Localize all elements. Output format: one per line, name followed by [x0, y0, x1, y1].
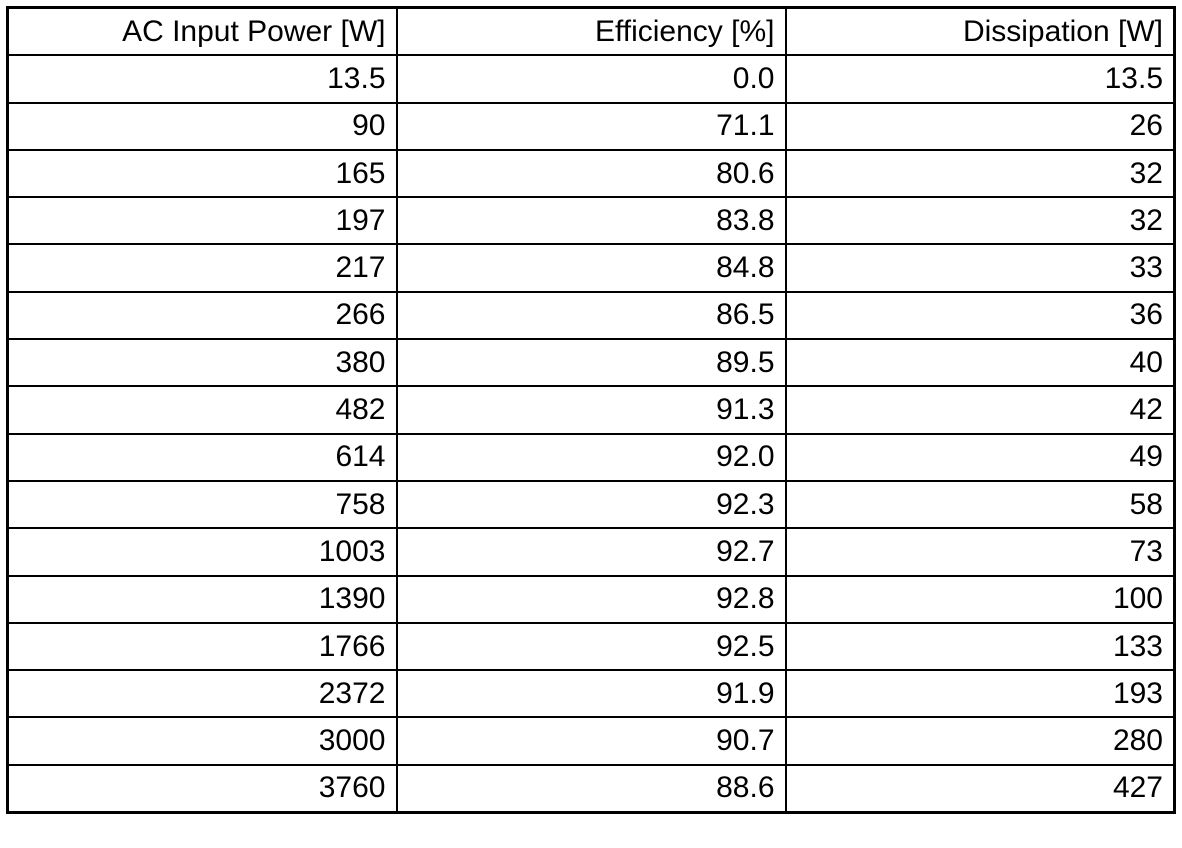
table-cell: 42	[784, 385, 1176, 435]
table-cell: 2372	[6, 669, 398, 719]
table-cell: 758	[6, 479, 398, 530]
table-cell: 3760	[6, 763, 398, 814]
table-cell: 90	[6, 101, 398, 151]
table-row: 217 84.8 33	[6, 243, 1176, 293]
table-cell: 36	[784, 290, 1176, 341]
table-row: 266 86.5 36	[6, 290, 1176, 341]
table-row: 614 92.0 49	[6, 432, 1176, 482]
table-row: 13.5 0.0 13.5	[6, 54, 1176, 104]
table-cell: 33	[784, 243, 1176, 293]
table-cell: 91.9	[395, 669, 787, 719]
table-cell: 83.8	[395, 196, 787, 246]
table-cell: 3000	[6, 716, 398, 766]
table-cell: 92.7	[395, 527, 787, 577]
table-cell: 1766	[6, 621, 398, 672]
table-cell: 13.5	[6, 54, 398, 104]
column-header-efficiency: Efficiency [%]	[395, 6, 787, 57]
table-cell: 266	[6, 290, 398, 341]
table-cell: 380	[6, 338, 398, 388]
table-cell: 197	[6, 196, 398, 246]
table-row: 758 92.3 58	[6, 479, 1176, 530]
table-row: 2372 91.9 193	[6, 669, 1176, 719]
table-cell: 614	[6, 432, 398, 482]
table-cell: 58	[784, 479, 1176, 530]
table-cell: 427	[784, 763, 1176, 814]
table-cell: 90.7	[395, 716, 787, 766]
table-cell: 26	[784, 101, 1176, 151]
table-row: 197 83.8 32	[6, 196, 1176, 246]
table-cell: 0.0	[395, 54, 787, 104]
table-row: 482 91.3 42	[6, 385, 1176, 435]
table-row: 1766 92.5 133	[6, 621, 1176, 672]
table-cell: 165	[6, 148, 398, 199]
table-cell: 32	[784, 196, 1176, 246]
table-header-row: AC Input Power [W] Efficiency [%] Dissip…	[6, 6, 1176, 57]
table-row: 1390 92.8 100	[6, 574, 1176, 624]
table-cell: 100	[784, 574, 1176, 624]
table-cell: 133	[784, 621, 1176, 672]
table-row: 3760 88.6 427	[6, 763, 1176, 814]
table-cell: 32	[784, 148, 1176, 199]
table-cell: 92.8	[395, 574, 787, 624]
table-cell: 71.1	[395, 101, 787, 151]
table-row: 3000 90.7 280	[6, 716, 1176, 766]
table-row: 1003 92.7 73	[6, 527, 1176, 577]
table-cell: 13.5	[784, 54, 1176, 104]
table-cell: 88.6	[395, 763, 787, 814]
table-cell: 92.5	[395, 621, 787, 672]
table-cell: 92.3	[395, 479, 787, 530]
table-row: 380 89.5 40	[6, 338, 1176, 388]
column-header-dissipation: Dissipation [W]	[784, 6, 1176, 57]
table-cell: 73	[784, 527, 1176, 577]
table-cell: 86.5	[395, 290, 787, 341]
table-cell: 84.8	[395, 243, 787, 293]
column-header-ac-input-power: AC Input Power [W]	[6, 6, 398, 57]
table-cell: 80.6	[395, 148, 787, 199]
table-cell: 89.5	[395, 338, 787, 388]
table-cell: 1003	[6, 527, 398, 577]
table-cell: 217	[6, 243, 398, 293]
table-row: 90 71.1 26	[6, 101, 1176, 151]
table-row: 165 80.6 32	[6, 148, 1176, 199]
table-cell: 193	[784, 669, 1176, 719]
table-cell: 280	[784, 716, 1176, 766]
table-cell: 49	[784, 432, 1176, 482]
table-cell: 91.3	[395, 385, 787, 435]
table-cell: 482	[6, 385, 398, 435]
table-cell: 92.0	[395, 432, 787, 482]
table-cell: 1390	[6, 574, 398, 624]
table-cell: 40	[784, 338, 1176, 388]
data-table: AC Input Power [W] Efficiency [%] Dissip…	[6, 6, 1176, 815]
